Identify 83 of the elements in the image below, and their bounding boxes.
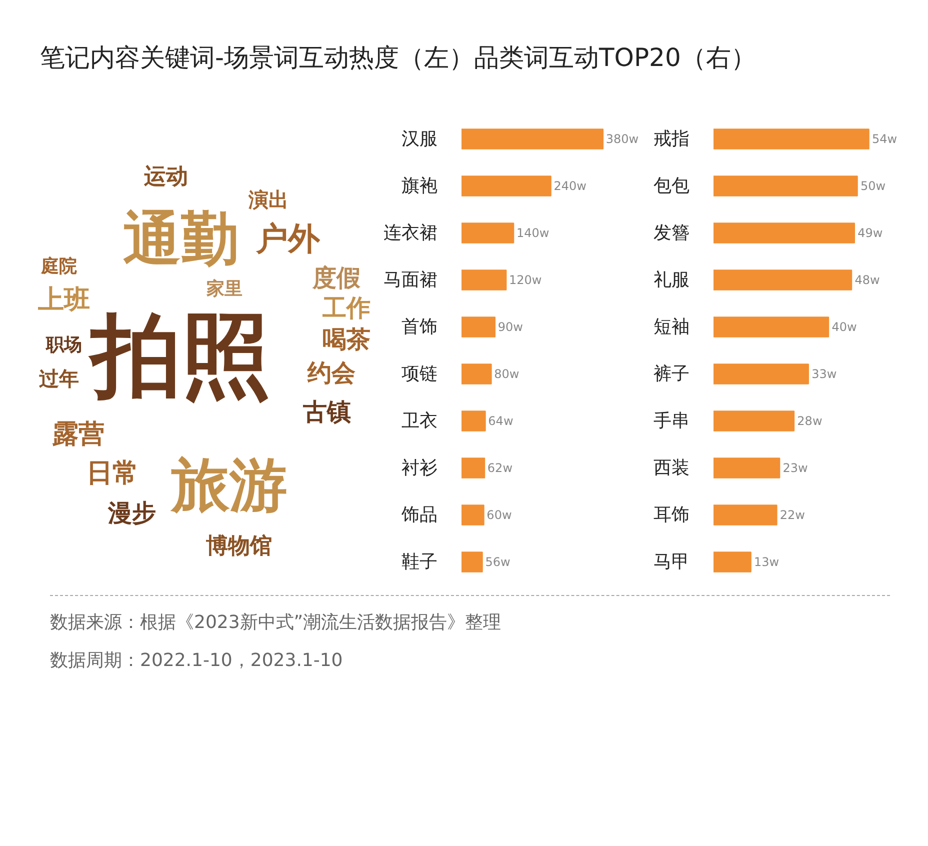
bar (714, 222, 855, 244)
y-tick-label: 连衣裙 (384, 222, 438, 244)
data-label: 22w (780, 508, 806, 522)
data-label: 49w (858, 226, 883, 240)
data-label: 33w (812, 367, 837, 381)
bar (714, 458, 780, 478)
y-tick-label: 西装 (654, 458, 690, 478)
text: 家里 (206, 278, 243, 300)
y-tick-label: 卫衣 (402, 410, 438, 432)
y-tick-label: 旗袍 (402, 176, 438, 196)
bar (714, 316, 830, 338)
text: 漫步 (107, 498, 156, 527)
text: 户外 (254, 220, 321, 258)
text: 拍照 (90, 304, 271, 409)
text: 度假 (312, 264, 361, 292)
data-label: 90w (498, 320, 524, 334)
source-note: 数据来源：根据《2023新中式”潮流生活数据报告》整理 (50, 611, 502, 635)
y-tick-label: 礼服 (654, 270, 690, 290)
y-tick-label: 马甲 (654, 552, 690, 572)
bar (714, 364, 809, 384)
text: 庭院 (40, 256, 78, 278)
bar (462, 504, 484, 526)
text: 旅游 (169, 450, 288, 519)
bar (714, 552, 752, 572)
bar (714, 270, 852, 290)
text: 通勤 (122, 204, 239, 273)
text: 数据周期：2022.1-10，2023.1-10 (50, 648, 344, 673)
y-tick-label: 首饰 (402, 316, 438, 338)
data-label: 40w (832, 320, 857, 334)
text: 工作 (321, 294, 370, 322)
data-label: 48w (854, 273, 880, 287)
bar (462, 222, 514, 244)
text: 喝茶 (322, 325, 370, 354)
data-label: 54w (872, 132, 898, 146)
y-tick-label: 短袖 (654, 316, 690, 338)
y-tick-label: 戒指 (654, 128, 690, 150)
text: 职场 (44, 334, 82, 356)
data-label: 56w (485, 555, 510, 569)
y-tick-label: 发簪 (654, 222, 690, 244)
bar (462, 458, 486, 478)
text: 古镇 (302, 398, 351, 426)
y-tick-label: 鞋子 (402, 552, 438, 572)
y-tick-label: 马面裙 (384, 270, 438, 290)
text: 约会 (306, 358, 356, 387)
text: 日常 (86, 458, 139, 489)
text: 笔记内容关键词-场景词互动热度（左）品类词互动TOP20（右） (40, 42, 756, 74)
data-label: 13w (754, 555, 780, 569)
data-label: 62w (487, 461, 513, 475)
bar (462, 128, 604, 150)
y-tick-label: 项链 (402, 364, 438, 384)
text: 上班 (36, 285, 90, 316)
bar (462, 552, 483, 572)
data-label: 23w (782, 461, 808, 475)
text: 演出 (247, 187, 288, 212)
bar (714, 504, 778, 526)
y-tick-label: 衬衫 (402, 458, 438, 478)
data-label: 140w (516, 226, 550, 240)
data-label: 240w (554, 179, 587, 193)
text: 博物馆 (205, 534, 272, 559)
y-tick-label: 耳饰 (654, 504, 690, 526)
y-tick-label: 手串 (654, 410, 690, 432)
data-label: 120w (509, 273, 542, 287)
bar (462, 410, 486, 432)
bar (714, 176, 858, 196)
data-label: 28w (797, 414, 822, 428)
y-tick-label: 裤子 (654, 364, 690, 384)
bar (714, 128, 870, 150)
text: 过年 (38, 366, 80, 390)
text: 露营 (52, 419, 105, 450)
bar (462, 176, 552, 196)
bar (462, 316, 496, 338)
data-label: 60w (486, 508, 512, 522)
data-label: 380w (606, 132, 639, 146)
data-label: 80w (494, 367, 520, 381)
text: 运动 (143, 164, 188, 190)
data-label: 50w (860, 179, 886, 193)
data-label: 64w (488, 414, 514, 428)
y-tick-label: 包包 (654, 176, 690, 196)
bar (714, 410, 795, 432)
y-tick-label: 饰品 (400, 504, 438, 526)
y-tick-label: 汉服 (402, 128, 438, 150)
bar (462, 364, 492, 384)
bar (462, 270, 507, 290)
